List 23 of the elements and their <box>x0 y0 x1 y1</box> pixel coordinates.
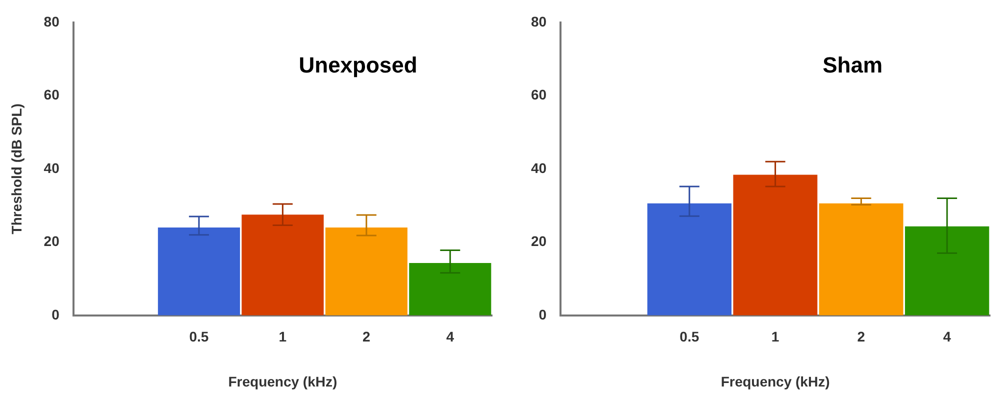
y-tick-label: 40 <box>530 160 547 176</box>
x-tick-label: 1 <box>771 328 780 345</box>
y-tick-label: 80 <box>530 13 547 30</box>
x-tick-label: 0.5 <box>189 328 209 345</box>
y-tick-label: 0 <box>538 306 547 322</box>
x-tick-label: 4 <box>446 328 454 345</box>
y-tick-label: 40 <box>44 160 60 176</box>
y-axis-title: Threshold (dB SPL) <box>8 104 24 234</box>
y-tick-label: 0 <box>52 306 60 322</box>
text: Unexposed <box>298 52 418 78</box>
y-tick-label: 20 <box>44 233 60 250</box>
x-tick-label: 1 <box>278 328 287 345</box>
x-axis-title: Frequency (kHz) <box>228 373 338 390</box>
x-axis-title: Frequency (kHz) <box>720 373 830 390</box>
y-tick-label: 60 <box>530 86 547 103</box>
y-tick-label: 80 <box>44 13 60 30</box>
x-tick-label: 0.5 <box>680 328 700 345</box>
y-tick-label: 60 <box>44 86 60 103</box>
x-tick-label: 4 <box>943 328 952 345</box>
text: Sham <box>822 52 883 78</box>
y-tick-label: 20 <box>530 233 547 250</box>
x-tick-label: 2 <box>857 328 866 345</box>
x-tick-label: 2 <box>362 328 371 345</box>
